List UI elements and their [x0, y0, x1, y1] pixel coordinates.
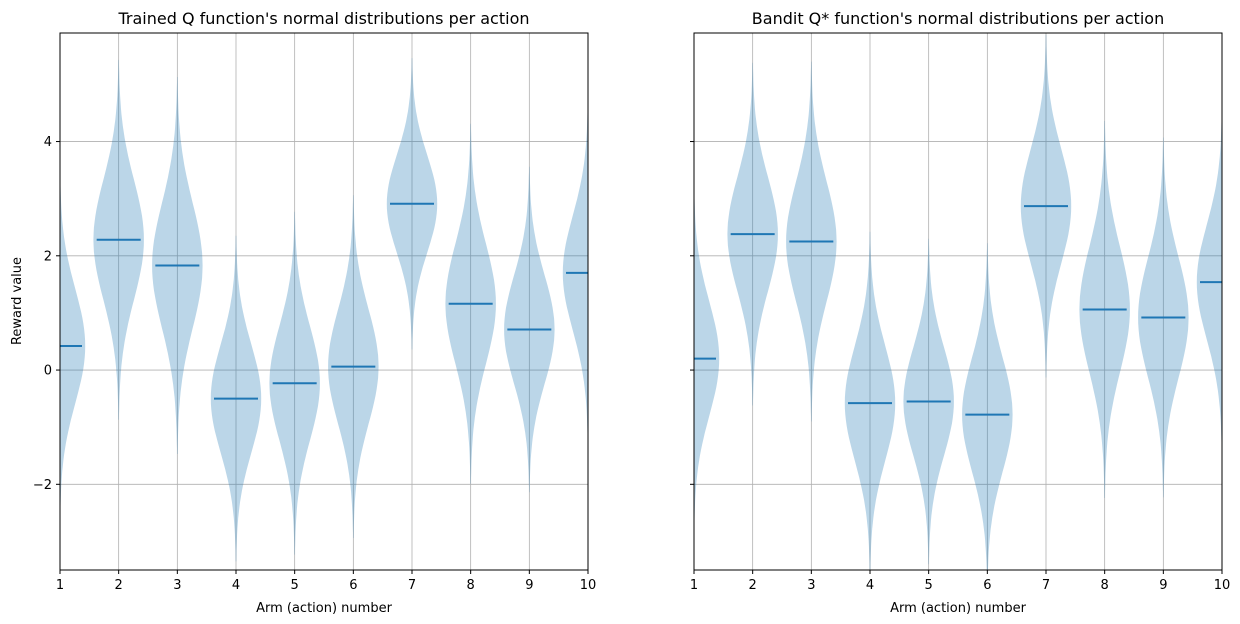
left-x-tick-label: 5: [291, 578, 299, 593]
left-x-tick-label: 7: [408, 578, 416, 593]
left-y-tick-label: 2: [44, 249, 52, 264]
left-x-tick-label: 9: [525, 578, 533, 593]
right-violin-chart: Bandit Q* function's normal distribution…: [690, 9, 1231, 616]
right-x-tick-label: 5: [925, 578, 933, 593]
left-x-tick-label: 1: [56, 578, 64, 593]
left-x-tick-label: 3: [173, 578, 181, 593]
right-x-tick-label: 6: [983, 578, 991, 593]
left-y-tick-label: −2: [33, 478, 52, 493]
left-plot-frame: [59, 32, 589, 571]
left-x-tick-label: 6: [349, 578, 357, 593]
right-x-tick-label: 9: [1159, 578, 1167, 593]
right-x-tick-label: 8: [1101, 578, 1109, 593]
left-x-tick-label: 2: [115, 578, 123, 593]
left-x-tick-label: 4: [232, 578, 240, 593]
left-y-tick-label: 4: [44, 135, 52, 150]
right-x-axis-label: Arm (action) number: [890, 601, 1026, 616]
left-gridlines: [59, 33, 589, 570]
right-x-tick-label: 4: [866, 578, 874, 593]
left-y-axis-label: Reward value: [10, 257, 25, 345]
right-x-tick-label: 2: [749, 578, 757, 593]
right-x-tick-label: 1: [690, 578, 698, 593]
left-x-tick-label: 8: [467, 578, 475, 593]
right-chart-title: Bandit Q* function's normal distribution…: [752, 9, 1164, 28]
left-chart-title: Trained Q function's normal distribution…: [118, 9, 530, 28]
right-plot-frame: [693, 32, 1223, 571]
right-x-tick-label: 3: [807, 578, 815, 593]
left-y-tick-label: 0: [44, 364, 52, 379]
right-violin-arm-4: [844, 231, 896, 570]
left-violin-chart: Trained Q function's normal distribution…: [10, 9, 597, 616]
right-x-tick-label: 10: [1214, 578, 1231, 593]
left-x-tick-label: 10: [580, 578, 597, 593]
left-x-axis-label: Arm (action) number: [256, 601, 392, 616]
right-x-tick-label: 7: [1042, 578, 1050, 593]
right-violin-arm-6: [962, 243, 1013, 570]
